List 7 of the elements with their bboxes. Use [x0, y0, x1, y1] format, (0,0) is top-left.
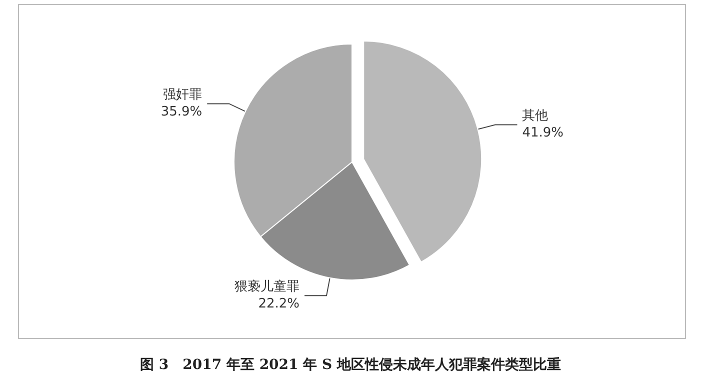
data-label: 22.2%: [258, 296, 300, 312]
data-label: 35.9%: [160, 104, 202, 120]
text: 图 3 2017 年至 2021 年 S 地区性侵未成年人犯罪案件类型比重: [140, 356, 562, 373]
slice-label: 其他: [522, 108, 548, 124]
slice-label: 猥亵儿童罪: [234, 278, 300, 295]
slice-label: 强奸罪: [163, 88, 202, 103]
data-label: 41.9%: [522, 126, 564, 141]
